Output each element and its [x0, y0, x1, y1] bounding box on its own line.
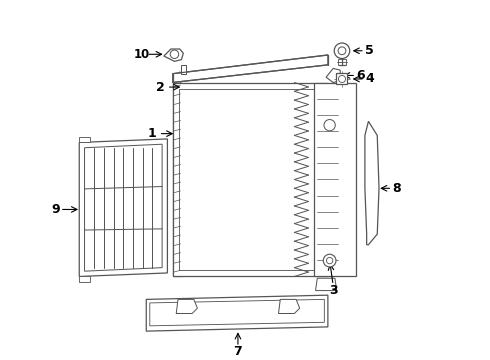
Polygon shape [176, 300, 197, 314]
Polygon shape [278, 300, 300, 314]
Circle shape [326, 257, 333, 264]
Circle shape [170, 50, 179, 59]
Text: 7: 7 [234, 345, 243, 358]
Polygon shape [314, 82, 356, 276]
Polygon shape [365, 121, 379, 245]
Text: 4: 4 [365, 72, 374, 85]
Text: 6: 6 [356, 69, 365, 82]
Circle shape [338, 47, 346, 55]
Circle shape [324, 120, 335, 131]
Polygon shape [174, 72, 183, 86]
Circle shape [334, 43, 350, 59]
Circle shape [323, 254, 336, 267]
Polygon shape [172, 82, 328, 276]
Text: 1: 1 [147, 127, 156, 140]
Text: 5: 5 [365, 44, 374, 57]
Polygon shape [316, 278, 337, 291]
Circle shape [339, 76, 345, 82]
Polygon shape [164, 49, 183, 61]
Text: 3: 3 [329, 284, 338, 297]
Polygon shape [326, 68, 340, 82]
Polygon shape [172, 55, 328, 82]
Polygon shape [181, 65, 186, 74]
Text: 9: 9 [51, 203, 60, 216]
Polygon shape [146, 295, 328, 331]
Polygon shape [337, 73, 347, 85]
Text: 2: 2 [156, 81, 165, 94]
Polygon shape [79, 139, 168, 276]
Text: 8: 8 [392, 182, 401, 195]
Polygon shape [79, 137, 90, 143]
Text: 10: 10 [134, 48, 150, 61]
Polygon shape [339, 59, 345, 65]
Polygon shape [79, 276, 90, 282]
Polygon shape [172, 82, 181, 276]
